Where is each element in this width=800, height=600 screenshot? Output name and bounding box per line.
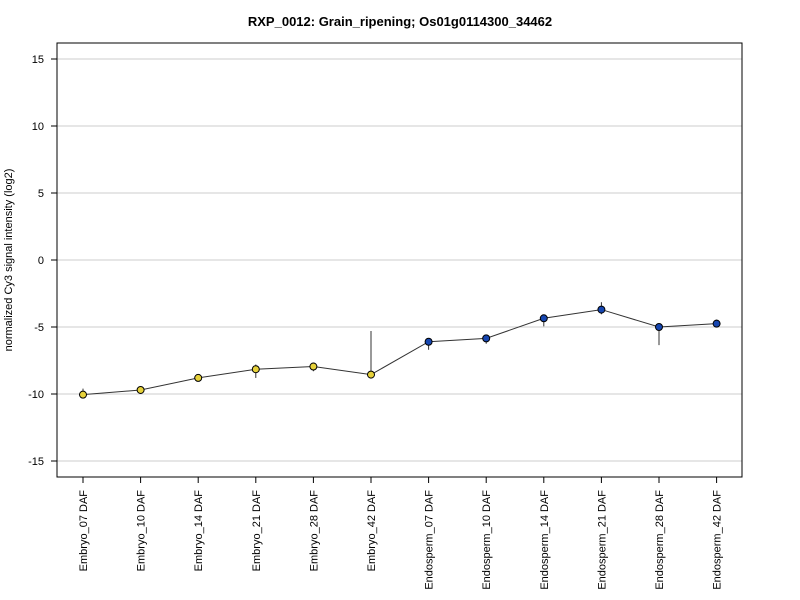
x-tick-label: Embryo_07 DAF [78, 490, 90, 572]
chart-title: RXP_0012: Grain_ripening; Os01g0114300_3… [248, 14, 552, 29]
data-point [136, 385, 145, 394]
y-tick-label: -10 [28, 389, 44, 401]
x-tick-label: Embryo_28 DAF [308, 490, 320, 572]
x-tick-label: Embryo_21 DAF [251, 490, 263, 572]
data-point [424, 337, 433, 346]
x-tick-label: Endosperm_21 DAF [596, 490, 608, 590]
data-point [251, 365, 260, 374]
data-point [367, 370, 375, 379]
data-point [712, 319, 721, 328]
data-point [194, 373, 203, 382]
data-point [309, 362, 318, 371]
y-tick-label: -5 [34, 322, 44, 334]
x-tick-label: Endosperm_42 DAF [712, 490, 724, 590]
data-point [539, 314, 548, 323]
data-point [79, 390, 87, 399]
data-point [482, 334, 491, 343]
y-tick-label: 5 [38, 188, 44, 200]
x-tick-label: Endosperm_10 DAF [481, 490, 493, 590]
plot-frame [56, 42, 743, 478]
y-tick-label: -15 [28, 456, 44, 468]
series [79, 302, 721, 399]
y-axis: 15 10 5 0 -5 -10 -15 [28, 54, 57, 468]
data-point [597, 305, 606, 314]
x-tick-label: Embryo_10 DAF [136, 490, 148, 572]
series-line [82, 309, 717, 396]
x-axis: Embryo_07 DAF Embryo_10 DAF Embryo_14 DAF E… [78, 477, 724, 590]
y-axis-label: normalized Cy3 signal intensity (log2) [3, 169, 15, 352]
grid-lines [57, 58, 742, 462]
x-tick-label: Embryo_42 DAF [366, 490, 378, 572]
x-tick-label: Endosperm_28 DAF [654, 490, 666, 590]
x-tick-label: Endosperm_14 DAF [539, 490, 551, 590]
y-tick-label: 10 [32, 121, 44, 133]
data-point [655, 323, 663, 331]
x-tick-label: Embryo_14 DAF [193, 490, 205, 572]
y-tick-label: 0 [38, 255, 44, 267]
y-tick-label: 15 [32, 54, 44, 66]
x-tick-label: Endosperm_07 DAF [424, 490, 436, 590]
